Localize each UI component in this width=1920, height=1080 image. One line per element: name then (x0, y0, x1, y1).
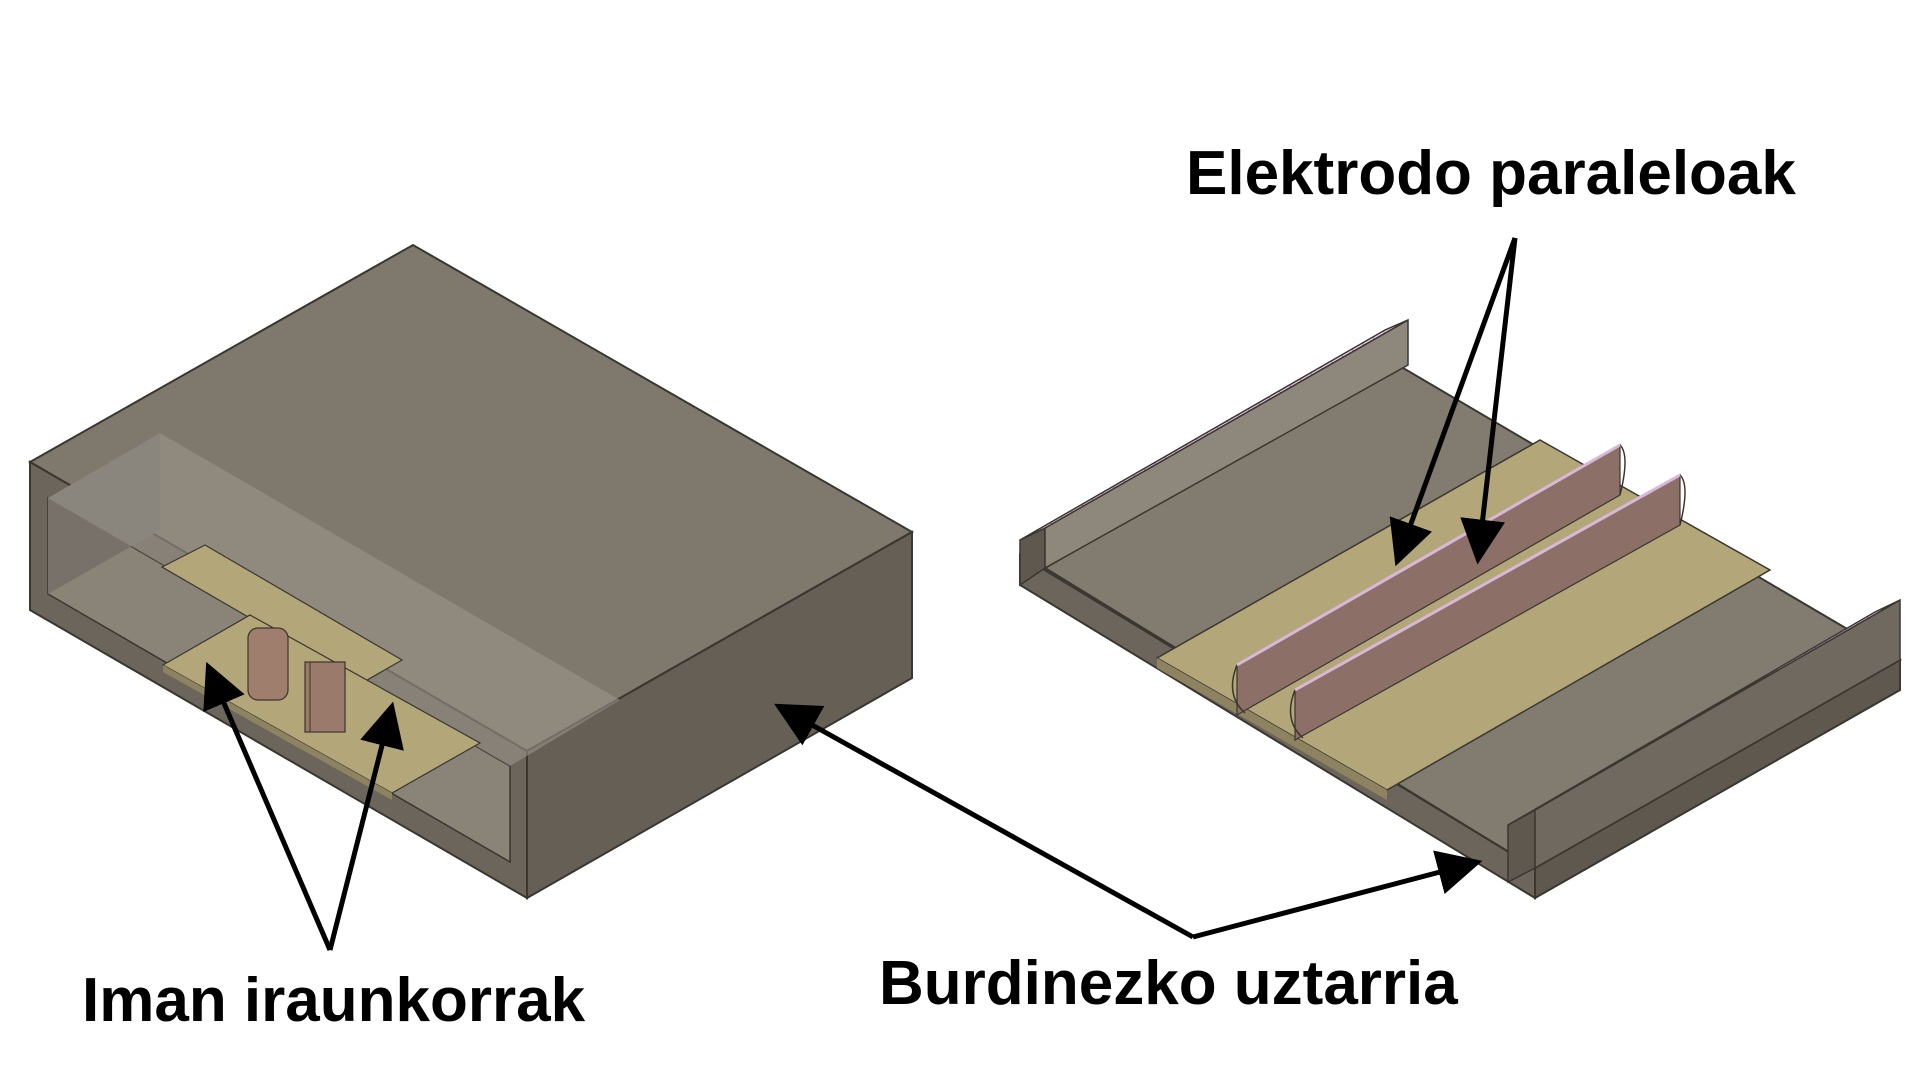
magnet-1 (247, 627, 289, 701)
base-plate-edge (1157, 658, 1387, 800)
label-parallel-electrodes: Elektrodo paraleloak (1186, 139, 1796, 208)
arrow-magnet-2 (327, 701, 404, 951)
arrow-magnet-1 (203, 661, 333, 951)
closed-yoke-assembly (27, 243, 915, 900)
annotation-arrows (203, 237, 1518, 951)
arrow-yoke-2 (1192, 850, 1483, 940)
label-iron-yoke: Burdinezko uztarria (879, 949, 1458, 1018)
label-permanent-magnets: Iman iraunkorrak (82, 966, 586, 1035)
arrow-electrode-1 (1389, 237, 1518, 567)
back-wall-section (1019, 319, 1409, 541)
open-yoke-assembly (1019, 318, 1902, 900)
magnet-2 (304, 661, 346, 733)
arrow-electrode-2 (1460, 237, 1518, 565)
arrow-yoke-1 (774, 703, 1195, 940)
yoke-inner-ceiling (48, 433, 620, 766)
front-wall-section (1507, 599, 1901, 826)
